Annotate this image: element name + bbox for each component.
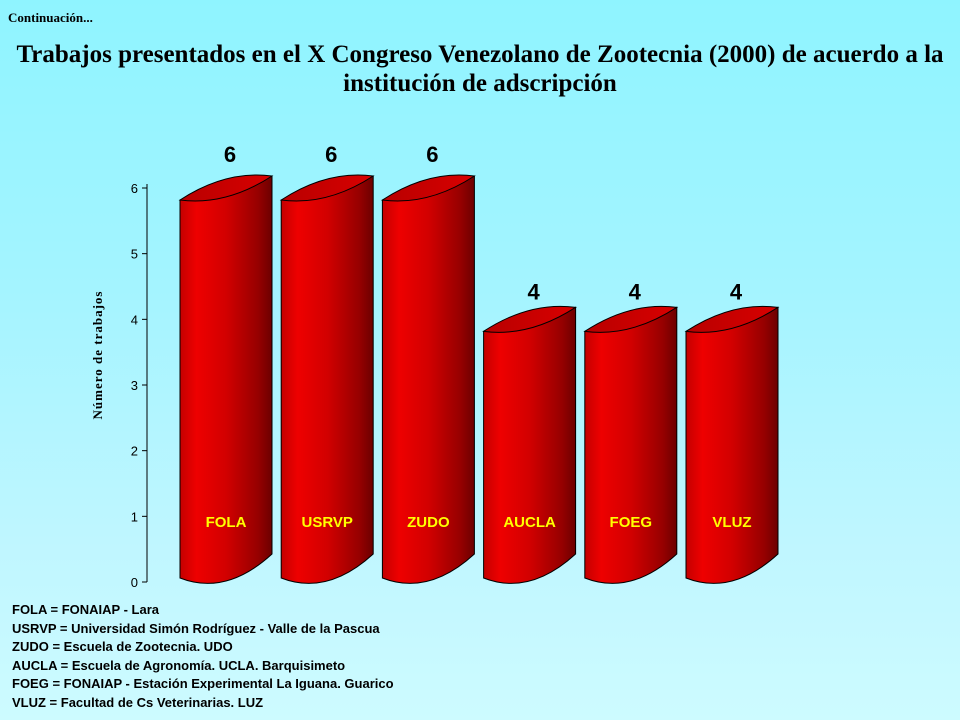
y-axis-label: Número de trabajos [90,291,105,420]
category-label: USRVP [301,514,352,531]
continuation-label: Continuación... [8,10,93,25]
category-label: FOEG [610,514,653,531]
bar-top [583,305,679,333]
bar-body [483,306,577,584]
bar-usrvp [279,174,375,584]
y-tick-label: 1 [131,509,138,524]
y-tick-label: 4 [131,312,138,327]
legend-line: USRVP = Universidad Simón Rodríguez - Va… [12,620,380,636]
category-label: FOLA [206,514,247,531]
bar-top [482,305,578,333]
data-label: 6 [224,142,236,167]
y-tick-label: 6 [131,181,138,196]
y-tick-label: 5 [131,247,138,262]
bar-top [279,174,375,202]
bar-body [179,175,273,584]
bar-body [280,175,374,584]
legend-line: VLUZ = Facultad de Cs Veterinarias. LUZ [12,694,264,710]
bar-top [684,305,780,333]
y-tick-label: 2 [131,444,138,459]
legend-line: FOEG = FONAIAP - Estación Experimental L… [12,676,394,691]
category-label: ZUDO [407,514,450,531]
data-label: 4 [730,279,743,304]
legend-line: AUCLA = Escuela de Agronomía. UCLA. Barq… [12,657,346,673]
bar-aucla [482,305,578,584]
legend-line: ZUDO = Escuela de Zootecnia. UDO [12,639,233,654]
bar-zudo [380,174,476,584]
data-label: 6 [426,142,438,167]
bar-vluz [684,305,780,584]
legend-line: FOLA = FONAIAP - Lara [12,602,159,617]
category-label: VLUZ [712,514,751,531]
data-label: 6 [325,142,337,167]
y-tick-label: 3 [131,378,138,393]
bar-top [178,174,274,202]
bar-body [685,306,779,584]
category-label: AUCLA [503,514,556,531]
bar-body [584,306,678,584]
bar-chart: 0 1 2 3 4 5 6 6 FOLA 6 USRVP 6 ZUDO 4 AUCLA 4 FOEG 4 VLUZ… [90,142,780,590]
y-tick-label: 0 [131,575,138,590]
bar-foeg [583,305,679,584]
data-label: 4 [629,279,642,304]
data-label: 4 [527,279,540,304]
bar-body [381,175,475,584]
chart-title: Trabajos presentados en el X Congreso Ve… [16,41,944,97]
bar-top [380,174,476,202]
bar-fola [178,174,274,584]
abbreviation-legend: FOLA = FONAIAP - Lara USRVP = Universidad… [12,601,394,712]
